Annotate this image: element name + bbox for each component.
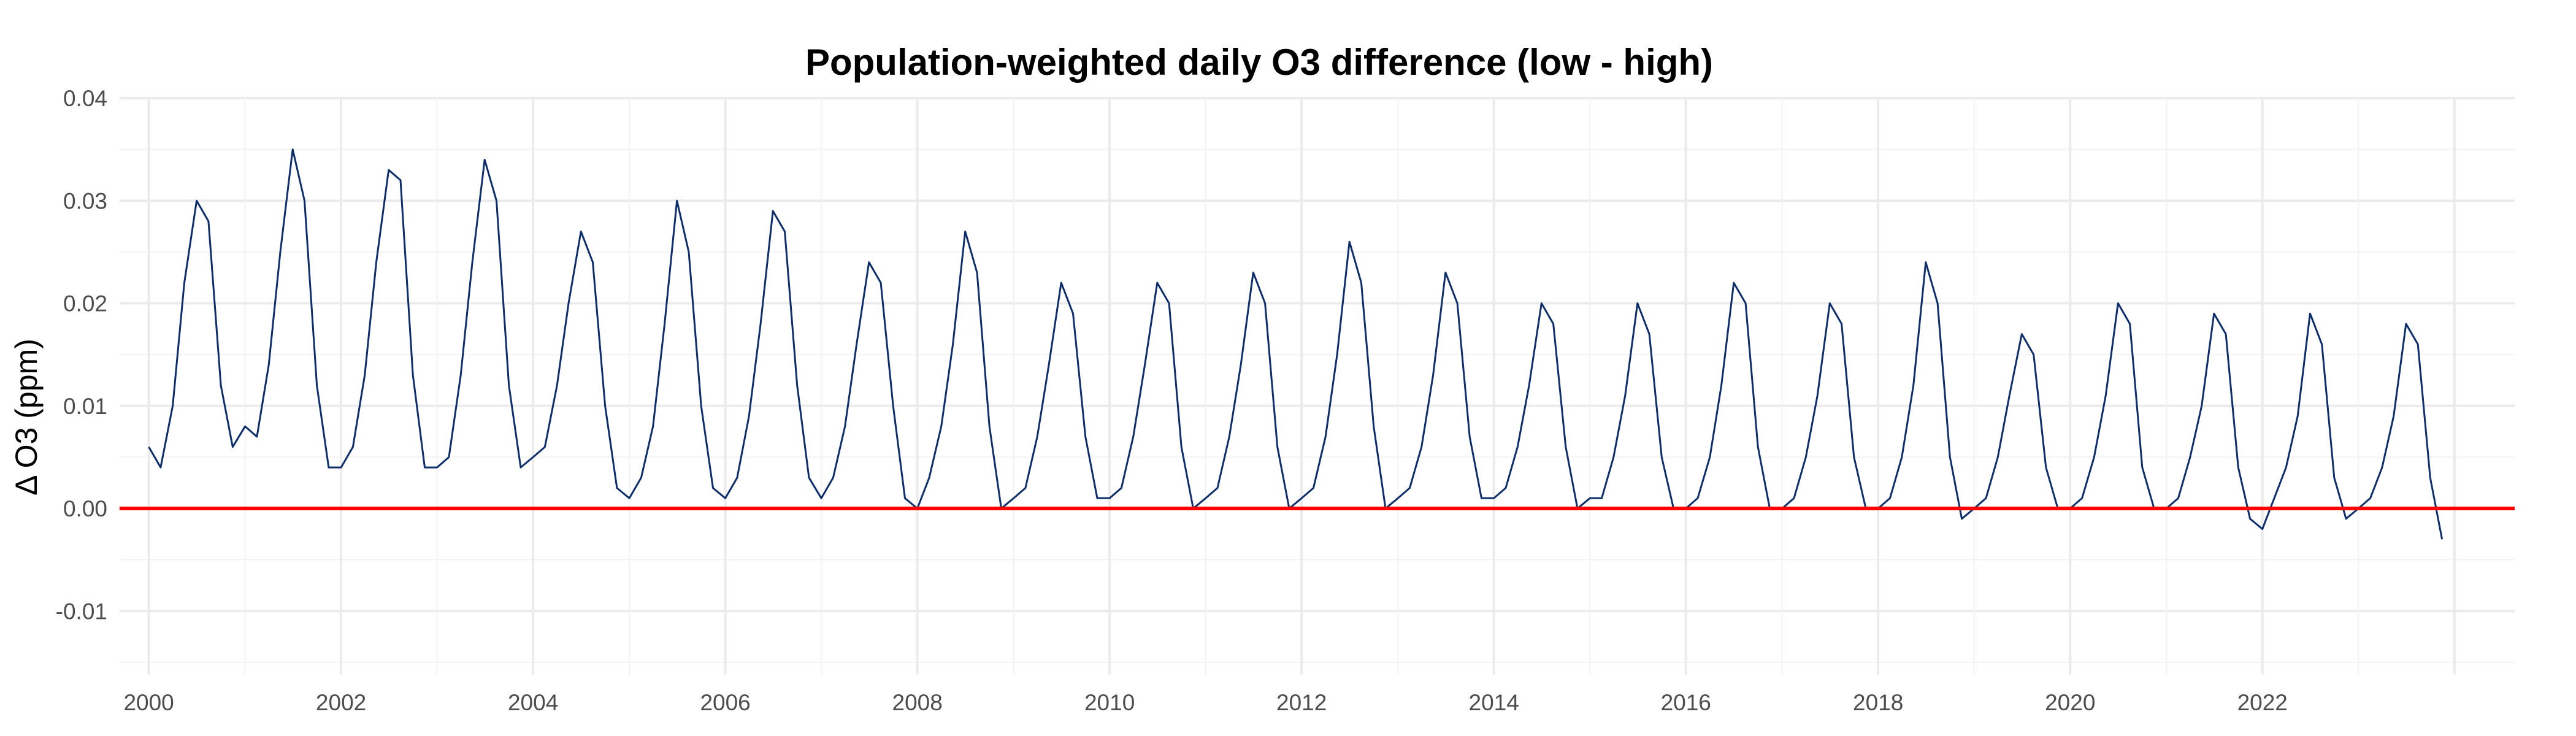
x-tick-label: 2022	[2237, 690, 2288, 715]
series-layer	[120, 148, 2515, 540]
x-tick-label: 2000	[123, 690, 174, 715]
tick-labels: -0.01 0.00 0.01 0.02 0.03 0.04 2000 2002 2004 200…	[56, 86, 2288, 715]
y-tick-label: 0.04	[63, 86, 107, 111]
y-tick-label: -0.01	[56, 599, 107, 624]
x-tick-label: 2004	[508, 690, 558, 715]
x-tick-label: 2014	[1469, 690, 1519, 715]
y-tick-label: 0.03	[63, 188, 107, 213]
x-tick-label: 2006	[700, 690, 750, 715]
x-tick-label: 2016	[1661, 690, 1711, 715]
x-tick-label: 2020	[2045, 690, 2095, 715]
y-axis-label: Δ O3 (ppm)	[9, 339, 44, 496]
x-tick-label: 2012	[1276, 690, 1327, 715]
grid	[120, 97, 2515, 675]
y-tick-label: 0.01	[63, 394, 107, 419]
x-tick-label: 2010	[1084, 690, 1135, 715]
y-tick-label: 0.00	[63, 496, 107, 521]
x-tick-label: 2018	[1853, 690, 1903, 715]
x-tick-label: 2002	[316, 690, 366, 715]
x-tick-label: 2008	[892, 690, 943, 715]
y-tick-label: 0.02	[63, 291, 107, 316]
chart-title: Population-weighted daily O3 difference …	[805, 42, 1713, 83]
